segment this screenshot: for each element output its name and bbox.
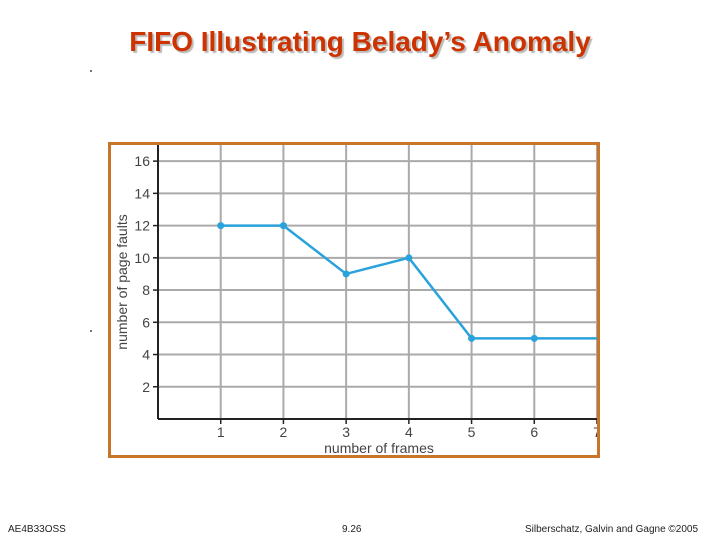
data-point: [405, 254, 413, 262]
x-axis-label: number of frames: [324, 440, 434, 455]
data-point: [468, 334, 476, 342]
stray-dot: [90, 70, 92, 72]
x-tick-label: 2: [280, 424, 288, 440]
series: [217, 222, 597, 342]
data-point: [279, 222, 287, 230]
y-tick-label: 14: [134, 185, 150, 201]
y-tick-label: 2: [142, 379, 150, 395]
x-tick-label: 7: [593, 424, 597, 440]
axes: [153, 145, 597, 424]
y-tick-label: 10: [134, 250, 150, 266]
data-point: [342, 270, 350, 278]
y-axis-label: number of page faults: [114, 214, 130, 349]
y-tick-labels: 2 4 6 8 10 12 14 16: [134, 153, 150, 395]
grid: [158, 145, 597, 419]
y-tick-label: 6: [142, 314, 150, 330]
footer-copyright: Silberschatz, Galvin and Gagne ©2005: [525, 524, 699, 535]
x-tick-label: 1: [217, 424, 225, 440]
y-tick-label: 4: [142, 347, 150, 363]
x-tick-label: 6: [530, 424, 538, 440]
slide-title: FIFO Illustrating Belady’s Anomaly: [129, 26, 591, 57]
y-tick-label: 12: [134, 218, 150, 234]
x-tick-label: 5: [468, 424, 476, 440]
x-tick-label: 4: [405, 424, 413, 440]
footer-course-code: AE4B33OSS: [8, 524, 66, 535]
y-tick-label: 8: [142, 282, 150, 298]
x-tick-labels: 1 2 3 4 5 6 7: [217, 424, 597, 440]
data-point: [217, 222, 225, 230]
x-tick-label: 3: [342, 424, 350, 440]
data-point: [530, 334, 538, 342]
footer-page-number: 9.26: [342, 524, 362, 535]
stray-dot: [90, 330, 92, 332]
y-tick-label: 16: [134, 153, 150, 169]
